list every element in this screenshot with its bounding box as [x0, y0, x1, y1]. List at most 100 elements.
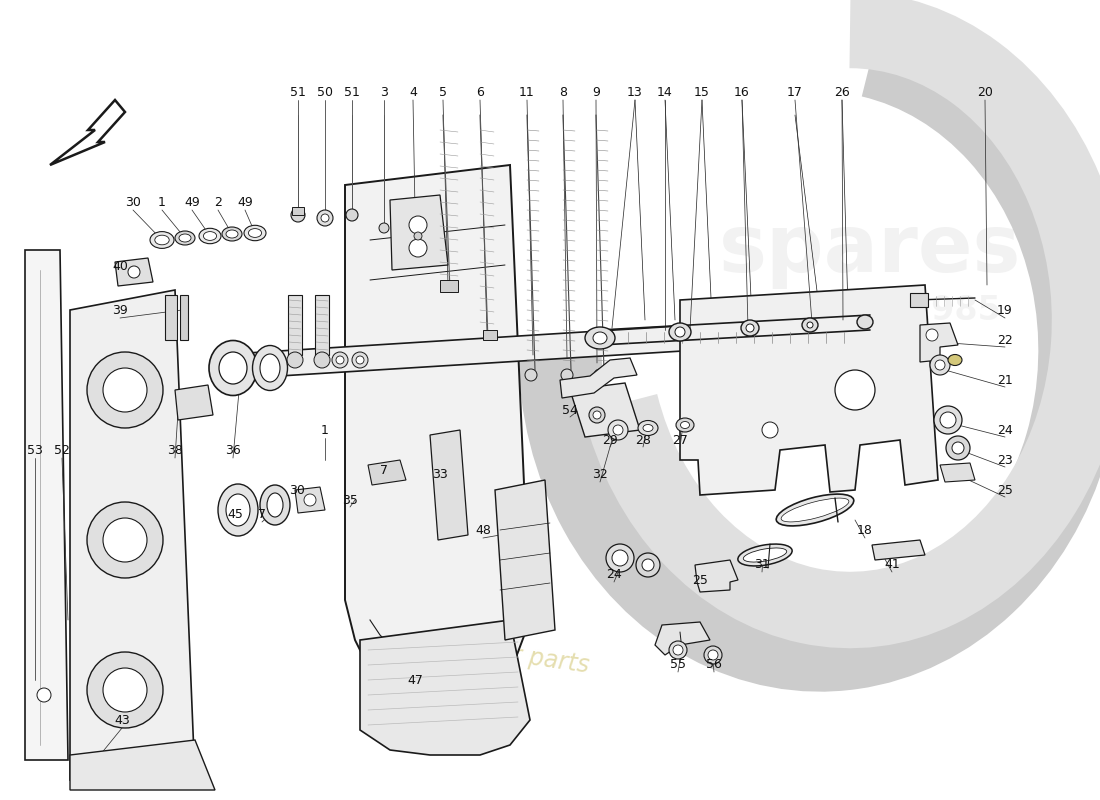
Circle shape [613, 425, 623, 435]
Text: 30: 30 [125, 197, 141, 210]
Polygon shape [570, 383, 640, 437]
Circle shape [525, 369, 537, 381]
Ellipse shape [226, 494, 250, 526]
Ellipse shape [675, 327, 685, 337]
Text: 50: 50 [317, 86, 333, 99]
Circle shape [332, 352, 348, 368]
Bar [180, 295, 188, 340]
Text: 49: 49 [184, 197, 200, 210]
Text: 24: 24 [606, 569, 621, 582]
Ellipse shape [179, 234, 191, 242]
Circle shape [87, 502, 163, 578]
Text: 17: 17 [788, 86, 803, 99]
Circle shape [292, 208, 305, 222]
Circle shape [409, 239, 427, 257]
Polygon shape [430, 430, 468, 540]
Ellipse shape [219, 352, 248, 384]
Ellipse shape [209, 341, 257, 395]
Ellipse shape [593, 332, 607, 344]
Text: 22: 22 [997, 334, 1013, 346]
Bar [315, 295, 329, 355]
Circle shape [414, 232, 422, 240]
Text: 40: 40 [112, 261, 128, 274]
Ellipse shape [244, 226, 266, 241]
Text: 51: 51 [344, 86, 360, 99]
Ellipse shape [260, 485, 290, 525]
Text: 5: 5 [439, 86, 447, 99]
Circle shape [762, 422, 778, 438]
Ellipse shape [175, 231, 195, 245]
Circle shape [346, 209, 358, 221]
Text: 27: 27 [672, 434, 688, 446]
Polygon shape [495, 480, 556, 640]
Ellipse shape [150, 232, 174, 248]
Text: 39: 39 [112, 303, 128, 317]
Text: 7: 7 [379, 463, 388, 477]
Text: 28: 28 [635, 434, 651, 446]
Circle shape [87, 352, 163, 428]
Circle shape [103, 518, 147, 562]
Text: 55: 55 [670, 658, 686, 671]
Text: 47: 47 [407, 674, 422, 686]
Ellipse shape [807, 322, 813, 328]
Ellipse shape [638, 421, 658, 435]
Circle shape [612, 550, 628, 566]
Circle shape [103, 668, 147, 712]
Text: 51: 51 [290, 86, 306, 99]
Text: since 1985: since 1985 [799, 294, 1001, 326]
Circle shape [606, 544, 634, 572]
Text: 4: 4 [409, 86, 417, 99]
Text: 11: 11 [519, 86, 535, 99]
Ellipse shape [585, 327, 615, 349]
Polygon shape [390, 195, 448, 270]
Ellipse shape [948, 354, 962, 366]
Ellipse shape [676, 418, 694, 432]
Bar [483, 330, 497, 340]
Circle shape [594, 369, 606, 381]
Ellipse shape [669, 323, 691, 341]
Polygon shape [70, 290, 195, 780]
Circle shape [673, 645, 683, 655]
Ellipse shape [644, 425, 653, 431]
Text: 19: 19 [997, 303, 1013, 317]
Text: 3: 3 [381, 86, 388, 99]
Circle shape [321, 214, 329, 222]
Text: 45: 45 [227, 509, 243, 522]
Ellipse shape [741, 320, 759, 336]
Text: 35: 35 [342, 494, 358, 506]
Polygon shape [560, 358, 637, 398]
Bar [440, 280, 458, 292]
Text: 23: 23 [997, 454, 1013, 466]
Text: 29: 29 [602, 434, 618, 446]
Circle shape [642, 559, 654, 571]
Ellipse shape [777, 494, 854, 526]
Bar [165, 295, 177, 340]
Polygon shape [940, 463, 975, 482]
Text: 1: 1 [158, 197, 166, 210]
Circle shape [934, 406, 962, 434]
Text: 56: 56 [706, 658, 722, 671]
Polygon shape [175, 385, 213, 420]
Circle shape [593, 411, 601, 419]
Ellipse shape [218, 484, 258, 536]
Text: 7: 7 [258, 509, 266, 522]
Text: 15: 15 [694, 86, 710, 99]
Ellipse shape [738, 544, 792, 566]
Polygon shape [25, 250, 68, 760]
Text: 14: 14 [657, 86, 673, 99]
Circle shape [352, 352, 368, 368]
Ellipse shape [746, 324, 754, 332]
Text: 48: 48 [475, 523, 491, 537]
Text: 53: 53 [28, 443, 43, 457]
Circle shape [930, 355, 950, 375]
Text: spares: spares [718, 211, 1021, 289]
Polygon shape [345, 165, 530, 700]
Ellipse shape [260, 354, 280, 382]
Circle shape [935, 360, 945, 370]
Circle shape [336, 356, 344, 364]
Circle shape [356, 356, 364, 364]
Circle shape [636, 553, 660, 577]
Ellipse shape [155, 235, 169, 245]
Ellipse shape [781, 498, 849, 522]
Text: 18: 18 [857, 523, 873, 537]
